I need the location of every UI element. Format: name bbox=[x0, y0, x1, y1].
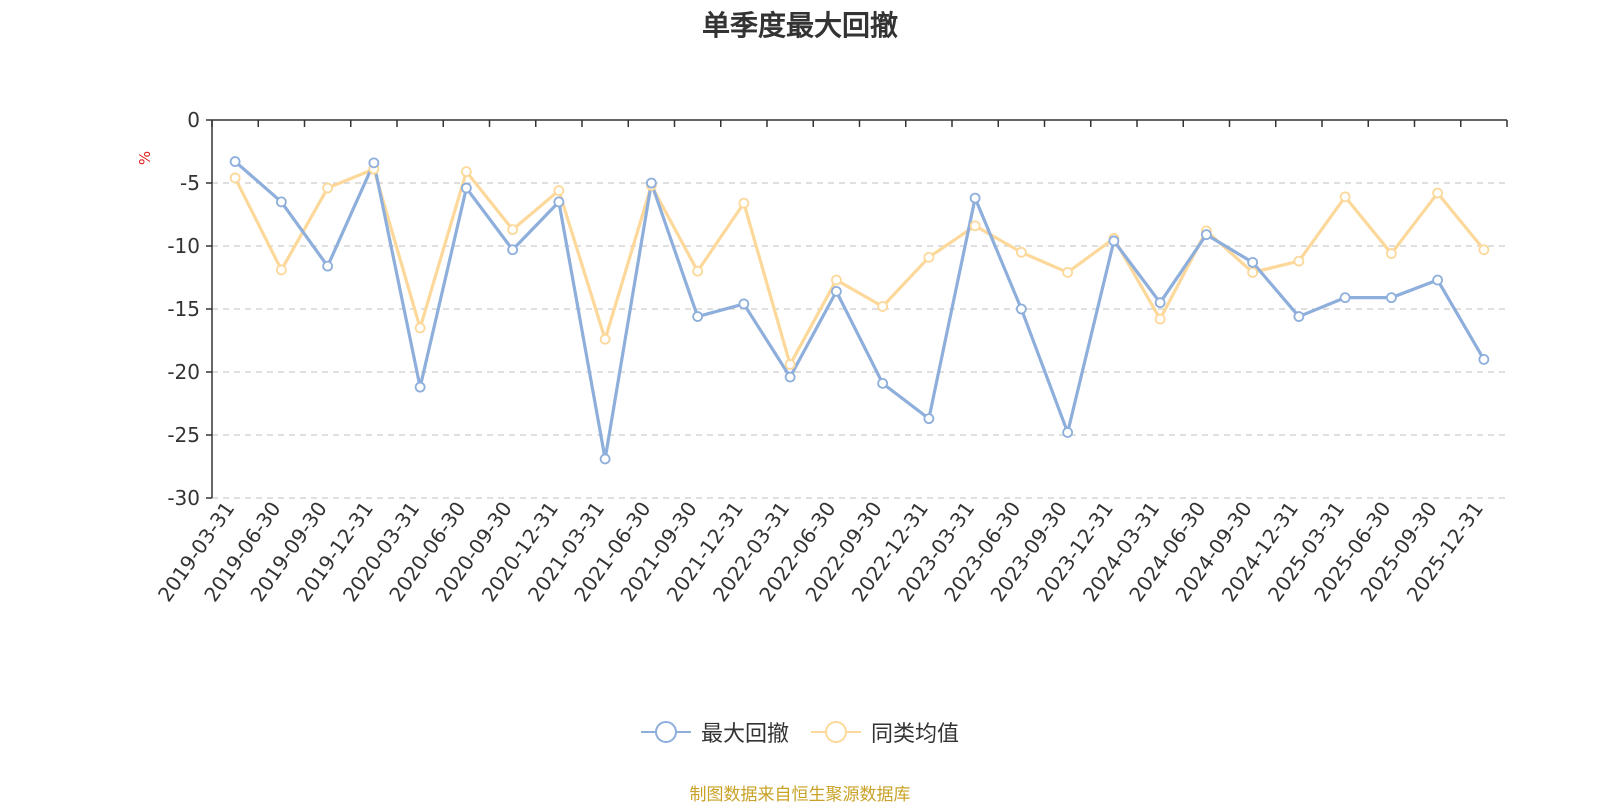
data-point-0[interactable] bbox=[692, 311, 704, 322]
legend-label: 最大回撤 bbox=[700, 722, 789, 747]
y-tick-label: -5 bbox=[180, 171, 200, 195]
data-point-1[interactable] bbox=[322, 182, 334, 194]
y-tick-label: -20 bbox=[167, 360, 200, 384]
data-point-0[interactable] bbox=[1385, 292, 1397, 304]
data-point-0[interactable] bbox=[1062, 427, 1074, 438]
data-point-0[interactable] bbox=[1478, 353, 1490, 365]
data-point-1[interactable] bbox=[507, 224, 519, 236]
legend-line-circle-icon bbox=[640, 721, 691, 743]
data-point-1[interactable] bbox=[1478, 244, 1490, 256]
data-point-1[interactable] bbox=[460, 166, 472, 178]
data-point-1[interactable] bbox=[275, 264, 287, 276]
data-point-0[interactable] bbox=[1293, 311, 1305, 322]
data-point-0[interactable] bbox=[923, 413, 935, 425]
data-point-1[interactable] bbox=[692, 265, 704, 277]
data-point-1[interactable] bbox=[877, 301, 889, 312]
y-tick-label: 0 bbox=[187, 108, 200, 132]
data-point-1[interactable] bbox=[1293, 255, 1305, 267]
data-point-0[interactable] bbox=[738, 298, 750, 310]
data-point-1[interactable] bbox=[1062, 267, 1074, 278]
data-point-0[interactable] bbox=[1015, 303, 1027, 315]
data-point-1[interactable] bbox=[414, 322, 426, 334]
data-point-1[interactable] bbox=[1339, 191, 1351, 203]
legend-line-circle-icon bbox=[811, 721, 861, 743]
data-point-0[interactable] bbox=[414, 381, 426, 393]
y-tick-label: -10 bbox=[167, 234, 200, 258]
data-point-0[interactable] bbox=[1154, 297, 1166, 309]
data-point-1[interactable] bbox=[599, 333, 611, 345]
data-point-0[interactable] bbox=[229, 156, 241, 167]
legend-label: 同类均值 bbox=[871, 722, 960, 747]
data-point-1[interactable] bbox=[738, 197, 750, 209]
series-line-0 bbox=[234, 160, 1486, 461]
data-point-1[interactable] bbox=[923, 251, 935, 263]
data-point-1[interactable] bbox=[784, 359, 796, 370]
series-line-1 bbox=[233, 167, 1486, 367]
data-point-0[interactable] bbox=[1247, 256, 1259, 268]
data-point-0[interactable] bbox=[322, 260, 334, 272]
data-point-0[interactable] bbox=[507, 244, 519, 256]
data-point-1[interactable] bbox=[553, 185, 565, 196]
y-tick-label: -25 bbox=[167, 423, 200, 447]
data-point-0[interactable] bbox=[969, 192, 981, 204]
data-point-0[interactable] bbox=[830, 285, 842, 297]
data-point-1[interactable] bbox=[1247, 267, 1259, 278]
legend-item-peer-average[interactable]: 同类均值 bbox=[811, 716, 959, 748]
chart-title: 单季度最大回撤 bbox=[701, 9, 898, 42]
data-point-0[interactable] bbox=[1432, 274, 1444, 286]
y-tick-label: -30 bbox=[167, 486, 200, 510]
data-point-0[interactable] bbox=[645, 177, 657, 189]
data-point-0[interactable] bbox=[784, 371, 796, 383]
data-point-0[interactable] bbox=[1200, 229, 1212, 241]
y-unit-label: % bbox=[136, 151, 154, 165]
data-point-0[interactable] bbox=[368, 157, 380, 169]
data-point-0[interactable] bbox=[1339, 292, 1351, 304]
data-point-0[interactable] bbox=[553, 196, 565, 208]
source-note: 制图数据来自恒生聚源数据库 bbox=[689, 785, 911, 805]
data-point-0[interactable] bbox=[877, 377, 889, 389]
series-lines bbox=[229, 156, 1490, 465]
data-point-1[interactable] bbox=[969, 220, 981, 232]
data-point-0[interactable] bbox=[460, 182, 472, 194]
legend-item-max-drawdown[interactable]: 最大回撤 bbox=[640, 716, 789, 748]
data-point-1[interactable] bbox=[1154, 313, 1166, 325]
y-tick-label: -15 bbox=[167, 297, 200, 321]
legend: 最大回撤 同类均值 bbox=[0, 716, 1600, 748]
data-point-1[interactable] bbox=[229, 172, 241, 184]
data-point-1[interactable] bbox=[830, 274, 842, 286]
data-point-1[interactable] bbox=[1385, 248, 1397, 259]
data-point-1[interactable] bbox=[1432, 187, 1444, 199]
data-point-1[interactable] bbox=[1015, 246, 1027, 258]
data-point-0[interactable] bbox=[275, 196, 287, 208]
data-point-0[interactable] bbox=[599, 453, 611, 465]
data-point-0[interactable] bbox=[1108, 235, 1120, 247]
